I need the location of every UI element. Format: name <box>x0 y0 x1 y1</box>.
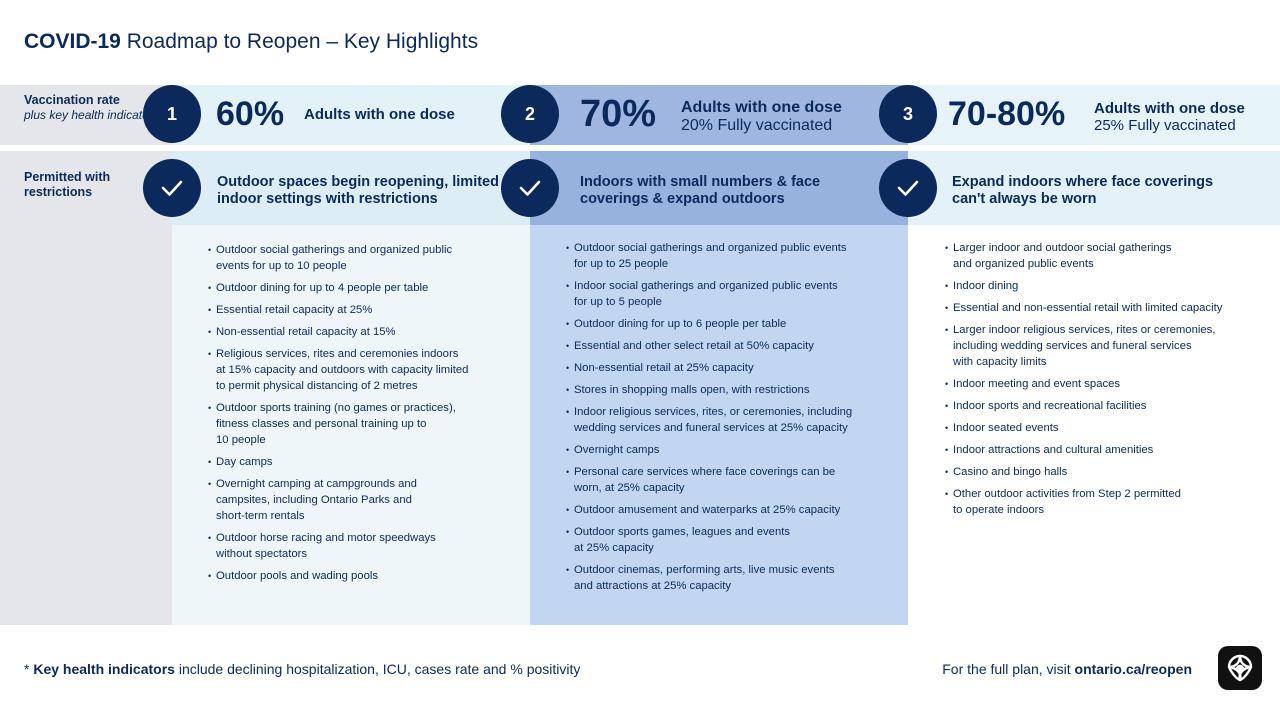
list-item: Outdoor horse racing and motor speedways… <box>208 530 520 562</box>
step3-heading-band <box>908 151 1280 225</box>
list-item: Outdoor cinemas, performing arts, live m… <box>566 562 896 594</box>
list-item: Indoor sports and recreational facilitie… <box>945 398 1265 414</box>
list-item: Larger indoor religious services, rites … <box>945 322 1265 370</box>
full-plan-note: For the full plan, visit ontario.ca/reop… <box>942 661 1192 677</box>
step1-check-badge <box>143 159 201 217</box>
step3-number-badge: 3 <box>879 85 937 143</box>
full-plan-text: For the full plan, visit <box>942 661 1075 677</box>
step2-item-list: Outdoor social gatherings and organized … <box>566 240 896 600</box>
list-item: Outdoor sports training (no games or pra… <box>208 400 520 448</box>
step2-vaccination-band <box>530 85 908 145</box>
step1-dose-line1: Adults with one dose <box>304 106 455 123</box>
step3-check-badge <box>879 159 937 217</box>
list-item: Outdoor amusement and waterparks at 25% … <box>566 502 896 518</box>
check-icon <box>897 180 919 196</box>
list-item: Outdoor sports games, leagues and events… <box>566 524 896 556</box>
list-item: Outdoor social gatherings and organized … <box>208 242 520 274</box>
footnote-bold: Key health indicators <box>33 661 175 677</box>
step2-dose-line2: 20% Fully vaccinated <box>681 117 833 134</box>
list-item: Essential and non-essential retail with … <box>945 300 1265 316</box>
step3-item-list: Larger indoor and outdoor social gatheri… <box>945 240 1265 524</box>
step3-percent: 70-80% <box>948 95 1066 133</box>
list-item: Indoor seated events <box>945 420 1265 436</box>
step2-check-badge <box>501 159 559 217</box>
page-title: COVID-19 Roadmap to Reopen – Key Highlig… <box>24 30 478 54</box>
step2-number-badge: 2 <box>501 85 559 143</box>
list-item: Indoor meeting and event spaces <box>945 376 1265 392</box>
step3-dose-line2: 25% Fully vaccinated <box>1094 117 1236 134</box>
list-item: Non-essential retail capacity at 15% <box>208 324 520 340</box>
list-item: Outdoor dining for up to 6 people per ta… <box>566 316 896 332</box>
step2-dose-text: Adults with one dose 20% Fully vaccinate… <box>681 99 842 135</box>
step3-dose-text: Adults with one dose 25% Fully vaccinate… <box>1094 100 1245 134</box>
vaccination-row-label: Vaccination rate plus key health indicat… <box>24 93 164 123</box>
footnote-star: * <box>24 661 34 677</box>
step1-heading: Outdoor spaces begin reopening, limited … <box>217 174 499 207</box>
list-item: Outdoor dining for up to 4 people per ta… <box>208 280 520 296</box>
list-item: Stores in shopping malls open, with rest… <box>566 382 896 398</box>
full-plan-link[interactable]: ontario.ca/reopen <box>1074 661 1192 677</box>
page-title-rest: Roadmap to Reopen – Key Highlights <box>120 30 479 53</box>
step1-percent: 60% <box>216 95 285 133</box>
step2-percent: 70% <box>580 93 657 135</box>
list-item: Religious services, rites and ceremonies… <box>208 346 520 394</box>
vaccination-label: Vaccination rate <box>24 93 120 107</box>
vaccination-sublabel: plus key health indicators* <box>24 108 164 122</box>
list-item: Essential retail capacity at 25% <box>208 302 520 318</box>
page-title-bold: COVID-19 <box>24 30 121 53</box>
step3-vaccination-band <box>908 85 1280 145</box>
list-item: Indoor religious services, rites, or cer… <box>566 404 896 436</box>
list-item: Non-essential retail at 25% capacity <box>566 360 896 376</box>
footnote-rest: include declining hospitalization, ICU, … <box>174 661 581 677</box>
list-item: Indoor attractions and cultural amenitie… <box>945 442 1265 458</box>
list-item: Larger indoor and outdoor social gatheri… <box>945 240 1265 272</box>
list-item: Day camps <box>208 454 520 470</box>
list-item: Other outdoor activities from Step 2 per… <box>945 486 1265 518</box>
check-icon <box>161 180 183 196</box>
step3-dose-line1: Adults with one dose <box>1094 100 1245 117</box>
step1-dose-text: Adults with one dose <box>304 106 455 123</box>
list-item: Overnight camps <box>566 442 896 458</box>
step2-heading: Indoors with small numbers & face coveri… <box>580 174 821 207</box>
list-item: Outdoor pools and wading pools <box>208 568 520 584</box>
ontario-logo-icon <box>1218 646 1262 690</box>
list-item: Overnight camping at campgrounds and cam… <box>208 476 520 524</box>
footnote: * Key health indicators include declinin… <box>24 661 580 677</box>
check-icon <box>519 180 541 196</box>
trillium-icon <box>1227 654 1253 682</box>
permitted-row-label: Permitted with restrictions <box>24 170 111 199</box>
list-item: Casino and bingo halls <box>945 464 1265 480</box>
list-item: Outdoor social gatherings and organized … <box>566 240 896 272</box>
list-item: Essential and other select retail at 50%… <box>566 338 896 354</box>
step2-dose-line1: Adults with one dose <box>681 99 842 116</box>
step1-item-list: Outdoor social gatherings and organized … <box>208 242 520 590</box>
step1-number-badge: 1 <box>143 85 201 143</box>
list-item: Personal care services where face coveri… <box>566 464 896 496</box>
list-item: Indoor social gatherings and organized p… <box>566 278 896 310</box>
list-item: Indoor dining <box>945 278 1265 294</box>
step2-heading-band <box>530 151 908 225</box>
step3-heading: Expand indoors where face coverings can'… <box>952 174 1214 207</box>
label-column <box>0 151 172 625</box>
